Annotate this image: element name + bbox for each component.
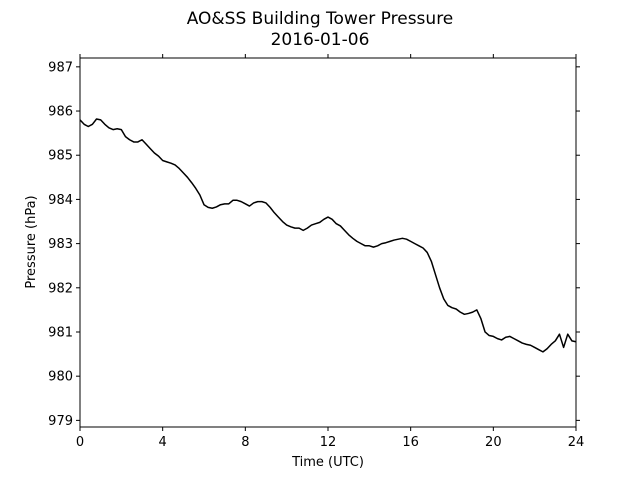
- chart-subtitle: 2016-01-06: [271, 30, 370, 50]
- y-axis-ticks: 979 980 981 982 983 984 985 986 987: [48, 60, 580, 429]
- y-tick-label: 986: [48, 105, 73, 120]
- x-tick-label: 8: [241, 435, 249, 450]
- plot-area: 0 4 8 12 16 20 24 979 980 981 982 983 984 985 986 987: [48, 54, 584, 450]
- x-tick-label: 12: [320, 435, 337, 450]
- pressure-line: [79, 118, 577, 353]
- x-tick-label: 4: [159, 435, 167, 450]
- x-tick-label: 24: [568, 435, 585, 450]
- y-tick-label: 984: [48, 193, 73, 208]
- y-tick-label: 979: [48, 414, 73, 429]
- y-tick-label: 980: [48, 370, 73, 385]
- x-tick-label: 16: [402, 435, 419, 450]
- x-axis-ticks: 0 4 8 12 16 20 24: [76, 54, 584, 450]
- y-tick-label: 983: [48, 237, 73, 252]
- y-tick-label: 981: [48, 325, 73, 340]
- y-tick-label: 985: [48, 149, 73, 164]
- y-tick-label: 982: [48, 281, 73, 296]
- x-axis-label: Time (UTC): [291, 455, 364, 470]
- y-tick-label: 987: [48, 60, 73, 75]
- plot-frame: [79, 57, 577, 428]
- x-tick-label: 20: [485, 435, 502, 450]
- x-tick-label: 0: [76, 435, 84, 450]
- chart-title: AO&SS Building Tower Pressure: [187, 9, 454, 29]
- y-axis-label: Pressure (hPa): [24, 195, 39, 288]
